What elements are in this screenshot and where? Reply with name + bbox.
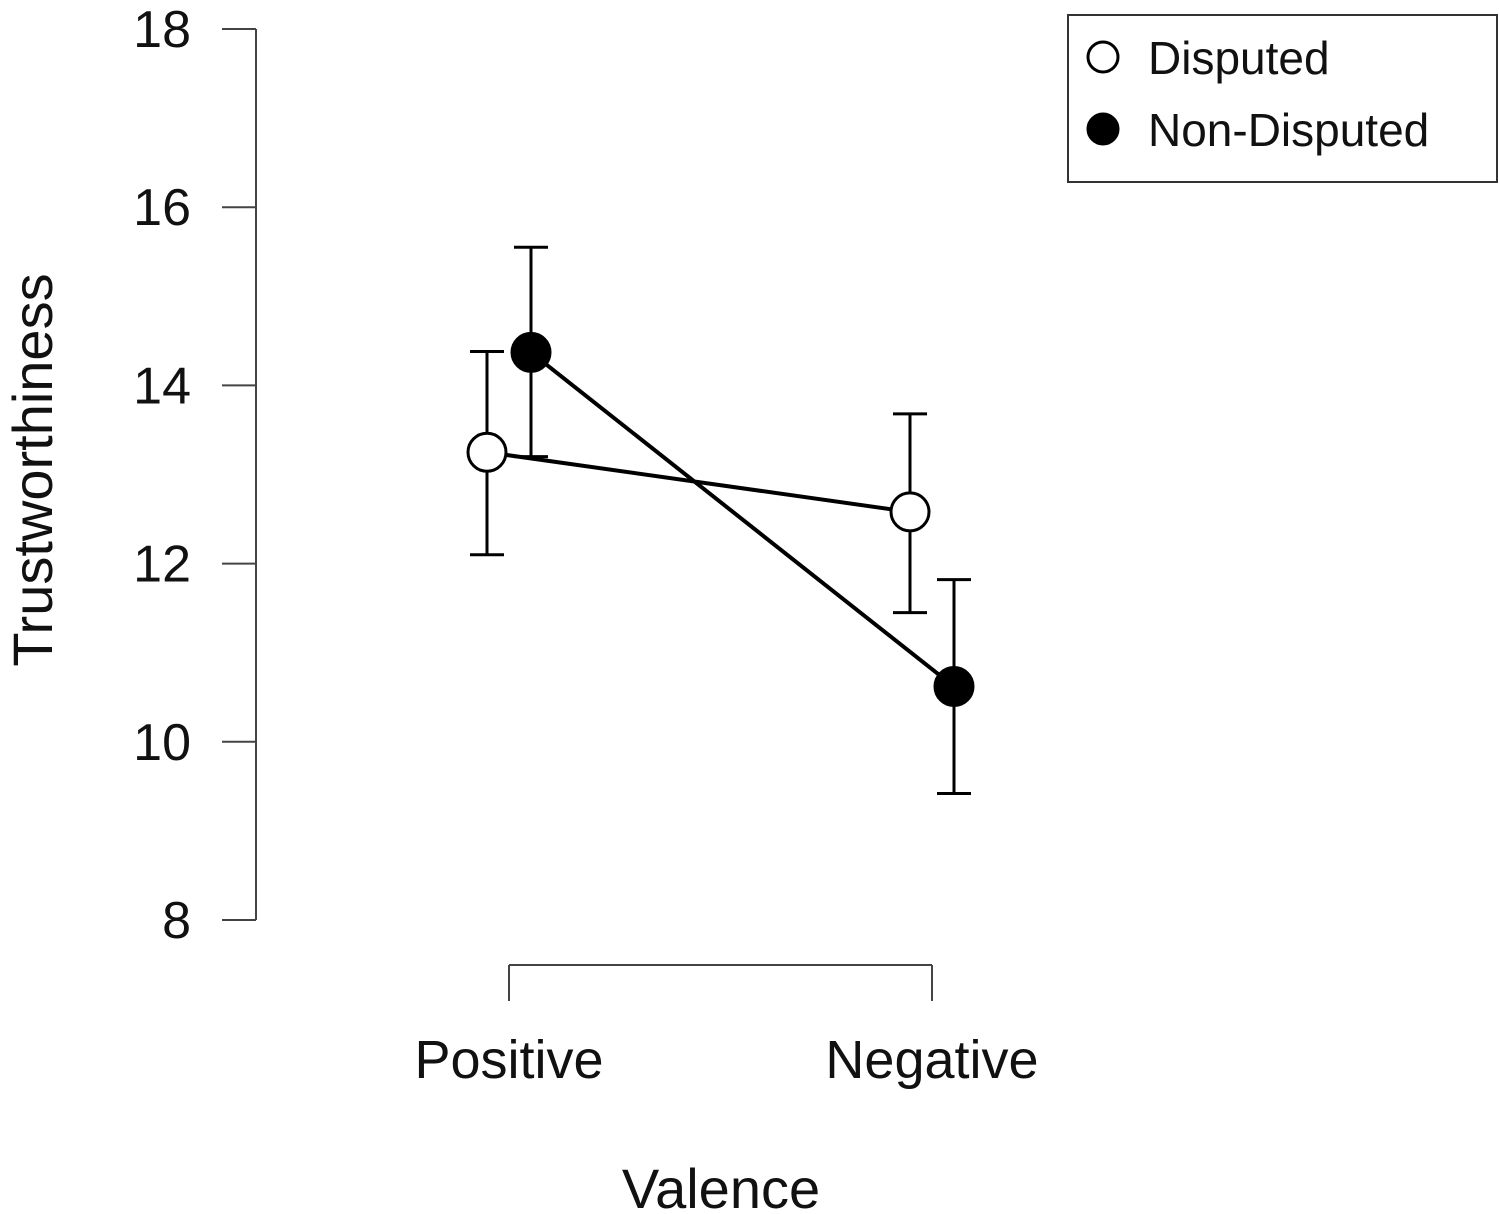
series-line-non-disputed — [529, 350, 956, 689]
y-tick-label-10: 10 — [133, 714, 191, 772]
plot-area — [466, 245, 975, 795]
series-line-disputed — [486, 450, 911, 514]
point-non-disputed-negative — [933, 666, 975, 708]
x-tick-label-positive: Positive — [414, 1030, 603, 1090]
point-non-disputed-positive — [510, 331, 552, 373]
y-tick-label-16: 16 — [133, 179, 191, 237]
x-axis-title: Valence — [622, 1157, 820, 1214]
legend-box — [1067, 14, 1498, 183]
point-disputed-negative — [889, 491, 931, 533]
y-tick-label-12: 12 — [133, 536, 191, 594]
x-tick-label-negative: Negative — [825, 1030, 1038, 1090]
x-axis: Positive Negative — [414, 964, 1039, 1090]
legend: Disputed Non-Disputed — [1067, 14, 1498, 183]
legend-label-non-disputed: Non-Disputed — [1148, 104, 1429, 156]
legend-label-disputed: Disputed — [1148, 32, 1330, 84]
series-non-disputed — [510, 245, 975, 795]
point-disputed-positive — [466, 431, 508, 473]
legend-marker-disputed — [1086, 40, 1120, 74]
series-disputed — [466, 350, 931, 615]
y-axis-title: Trustworthiness — [1, 273, 64, 666]
legend-marker-non-disputed — [1086, 112, 1120, 146]
y-tick-label-18: 18 — [133, 1, 191, 59]
y-tick-label-14: 14 — [133, 357, 191, 415]
y-axis: 8 10 12 14 16 18 — [133, 1, 257, 950]
y-tick-label-8: 8 — [162, 892, 191, 950]
